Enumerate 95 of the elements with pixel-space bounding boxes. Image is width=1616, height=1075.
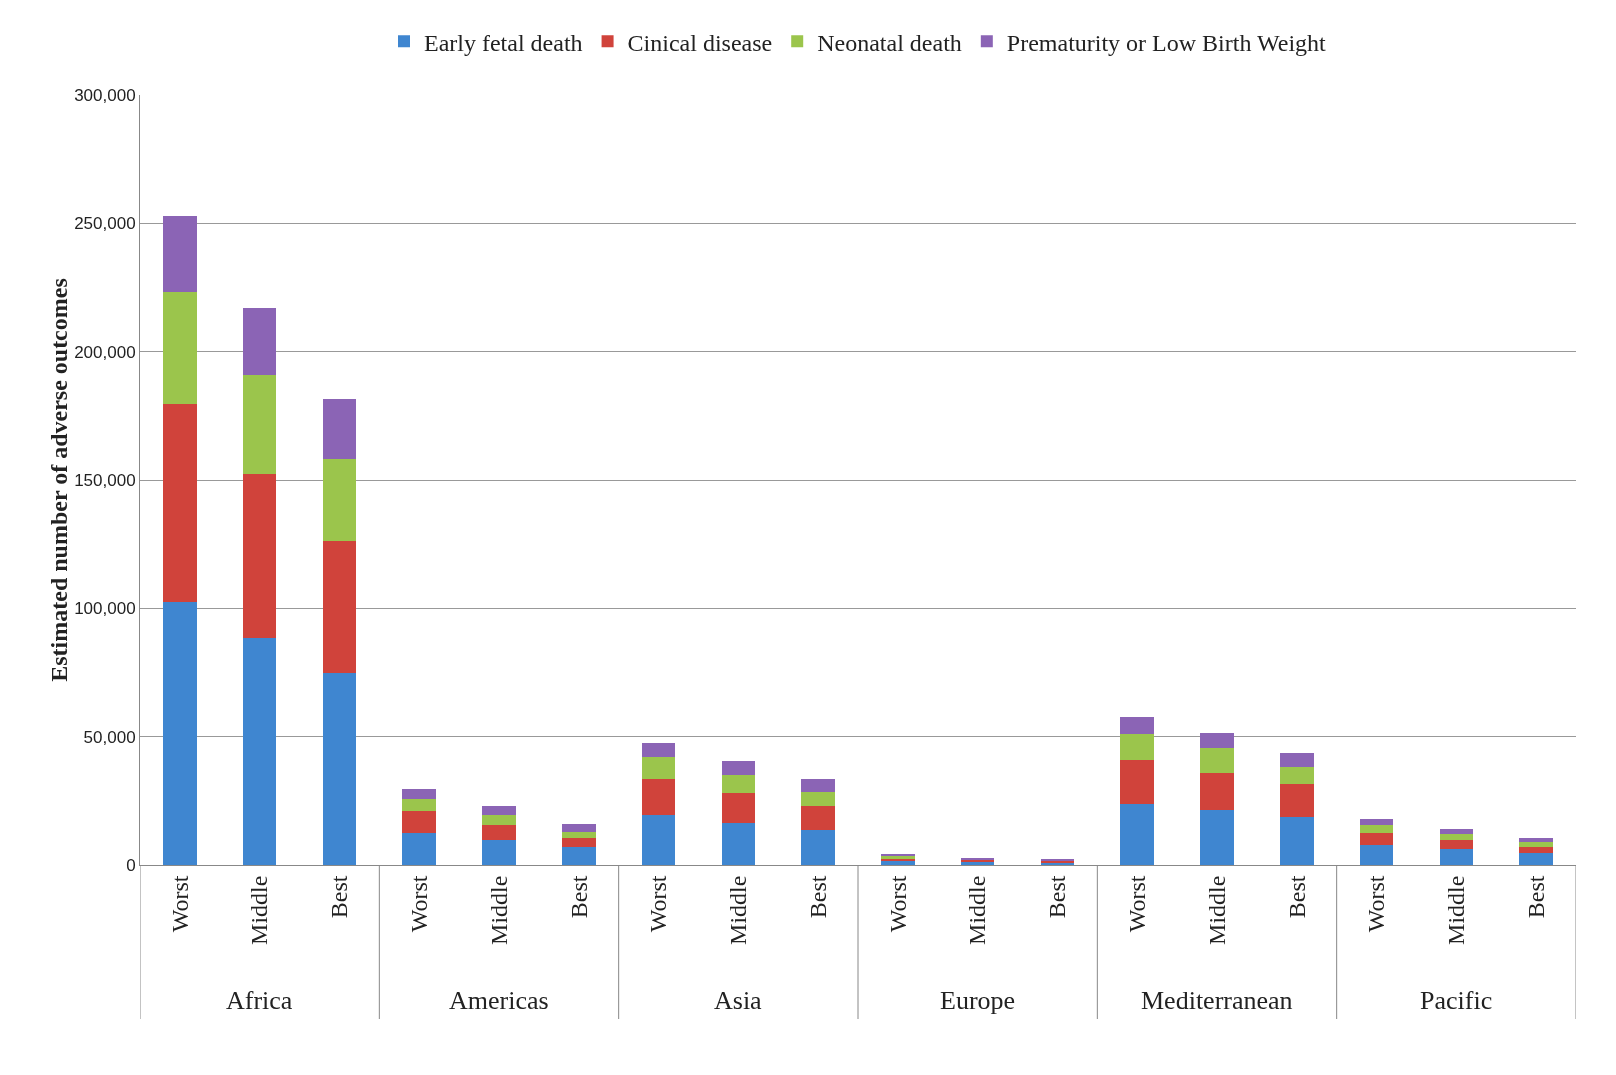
y-tick-label: 0 xyxy=(126,855,136,875)
bar xyxy=(402,832,436,865)
bar xyxy=(1120,717,1154,734)
text: Europe xyxy=(940,986,1016,1015)
bar xyxy=(801,779,835,792)
bar xyxy=(721,761,756,775)
x-tick-label: Worst xyxy=(166,875,193,933)
x-tick-label: Worst xyxy=(406,875,433,933)
bar xyxy=(641,757,676,780)
bar xyxy=(402,811,436,833)
y-tick-label: 100,000 xyxy=(74,599,136,619)
y-tick-label: 300,000 xyxy=(74,85,136,105)
bar xyxy=(1200,748,1234,774)
bar xyxy=(1519,842,1553,848)
bar xyxy=(1359,845,1394,865)
bar xyxy=(801,791,835,807)
bar xyxy=(482,839,516,865)
legend-label: Neonatal death xyxy=(817,29,962,56)
bar xyxy=(163,404,197,602)
bar xyxy=(1439,849,1474,865)
x-tick-label: Middle xyxy=(964,875,991,945)
x-tick-label: Worst xyxy=(884,875,911,933)
legend-label: Prematurity or Low Birth Weight xyxy=(1006,29,1327,56)
text: Asia xyxy=(714,986,763,1015)
bar xyxy=(1439,833,1474,840)
bar xyxy=(1519,853,1553,865)
bar xyxy=(721,792,756,823)
x-tick-label: Middle xyxy=(1443,875,1470,945)
x-tick-label: Middle xyxy=(246,875,273,945)
bar xyxy=(562,823,596,832)
bar xyxy=(1359,819,1394,825)
x-tick-label: Best xyxy=(1283,875,1310,919)
bar xyxy=(402,788,436,799)
x-tick-label: Worst xyxy=(1363,875,1390,933)
x-tick-label: Middle xyxy=(725,875,752,945)
x-tick-label: Best xyxy=(804,875,831,919)
x-tick-label: Best xyxy=(1044,875,1071,919)
bar xyxy=(1519,847,1553,854)
bar xyxy=(801,829,835,865)
bar xyxy=(482,815,516,825)
bar xyxy=(1359,832,1394,846)
bar xyxy=(1439,828,1474,834)
bar xyxy=(1280,752,1314,768)
bar xyxy=(641,742,676,758)
bar xyxy=(721,774,756,793)
x-tick-label: Best xyxy=(565,875,592,919)
x-tick-label: Middle xyxy=(1203,875,1230,945)
bar xyxy=(562,846,596,865)
bar xyxy=(562,837,596,847)
bar xyxy=(242,307,277,376)
bar xyxy=(322,541,357,674)
bar xyxy=(163,215,197,292)
y-tick-label: 200,000 xyxy=(74,342,136,362)
bar xyxy=(801,806,835,830)
bar xyxy=(721,822,756,865)
bar xyxy=(322,399,357,459)
bar xyxy=(562,831,596,838)
bar xyxy=(1359,824,1394,833)
bar xyxy=(1120,804,1154,865)
x-tick-label: Best xyxy=(1522,875,1549,919)
x-tick-label: Worst xyxy=(645,875,672,933)
text: Africa xyxy=(226,986,293,1015)
bar xyxy=(1280,817,1314,865)
x-tick-label: Best xyxy=(326,875,353,919)
y-axis-title: Estimated number of adverse outcomes xyxy=(46,278,73,682)
bar xyxy=(1200,732,1234,749)
bar xyxy=(163,601,197,865)
bar xyxy=(1280,783,1314,817)
y-tick-label: 250,000 xyxy=(74,214,136,234)
text: Americas xyxy=(449,986,549,1015)
text: Mediterranean xyxy=(1141,986,1293,1015)
bar xyxy=(1280,767,1314,784)
bar xyxy=(1120,733,1154,761)
bar xyxy=(641,779,676,816)
bar xyxy=(163,291,197,405)
bar xyxy=(1200,810,1234,865)
bar xyxy=(402,798,436,812)
bar xyxy=(482,824,516,840)
bar xyxy=(322,458,357,542)
bar xyxy=(242,473,277,639)
x-tick-label: Middle xyxy=(485,875,512,945)
bar xyxy=(482,806,516,816)
y-tick-label: 150,000 xyxy=(74,470,136,490)
bar xyxy=(1200,773,1234,811)
bar xyxy=(1439,839,1474,850)
text: Pacific xyxy=(1420,986,1493,1015)
bar xyxy=(1120,760,1154,805)
bar xyxy=(322,673,357,865)
bar xyxy=(242,638,277,865)
legend-label: Early fetal death xyxy=(424,29,583,56)
x-tick-label: Worst xyxy=(1124,875,1151,933)
bar xyxy=(242,375,277,474)
y-tick-label: 50,000 xyxy=(83,727,136,747)
bar xyxy=(641,815,676,865)
legend-label: Cinical disease xyxy=(627,29,773,56)
